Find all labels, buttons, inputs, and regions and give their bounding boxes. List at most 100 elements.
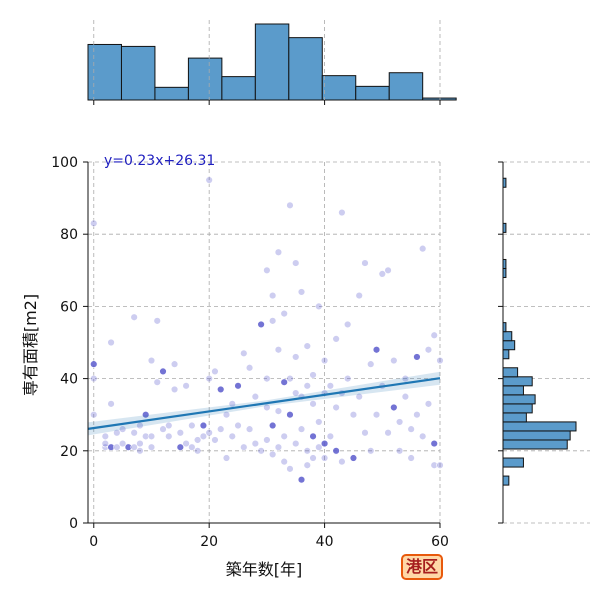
data-point: [165, 432, 173, 441]
data-point: [124, 443, 133, 451]
data-point: [297, 425, 306, 433]
data-point: [332, 403, 340, 412]
data-point: [286, 374, 294, 383]
data-point: [292, 353, 300, 361]
data-point: [384, 429, 392, 437]
x-tick-label: 40: [316, 534, 334, 550]
data-point: [390, 356, 398, 365]
data-point: [430, 461, 438, 469]
y-axis-label: 専有面積[m2]: [21, 294, 40, 396]
data-point: [361, 429, 369, 437]
data-point: [199, 421, 208, 430]
data-point: [90, 374, 98, 383]
data-point: [188, 421, 196, 430]
data-point: [407, 454, 415, 462]
data-point: [118, 439, 127, 448]
y-tick-label: 100: [51, 155, 78, 171]
data-point: [280, 432, 288, 441]
y-hist-bar: [502, 439, 568, 450]
data-point: [280, 457, 288, 466]
data-point: [217, 385, 225, 394]
data-point: [257, 320, 265, 329]
data-point: [107, 443, 115, 451]
data-point: [418, 244, 427, 253]
x-hist-bar: [120, 45, 156, 101]
x-axis-label: 築年数[年]: [226, 560, 303, 579]
data-point: [222, 411, 231, 419]
data-point: [378, 270, 386, 278]
data-point: [205, 176, 213, 184]
data-point: [107, 400, 115, 408]
data-point: [136, 439, 144, 448]
data-point: [211, 367, 219, 376]
x-hist-bar: [154, 86, 189, 101]
data-point: [182, 382, 190, 390]
data-point: [332, 335, 340, 343]
data-point: [240, 443, 248, 451]
data-point: [90, 360, 98, 368]
x-hist-bar: [388, 72, 424, 101]
data-point: [142, 432, 150, 441]
data-point: [292, 439, 300, 448]
y-hist-bar: [502, 349, 510, 360]
data-point: [424, 400, 433, 408]
data-point: [176, 429, 185, 437]
data-point: [101, 439, 110, 448]
data-point: [274, 248, 283, 256]
data-point: [338, 208, 346, 217]
data-point: [118, 425, 127, 433]
area-badge: 港区: [401, 554, 443, 580]
data-point: [234, 421, 242, 430]
data-point: [430, 331, 438, 339]
data-point: [170, 385, 179, 394]
data-point: [384, 266, 392, 274]
data-point: [372, 411, 381, 419]
data-point: [303, 342, 311, 350]
grid: [88, 161, 441, 524]
data-point: [274, 443, 283, 451]
data-point: [315, 418, 323, 426]
data-point: [395, 418, 404, 426]
data-point: [268, 421, 277, 430]
data-point: [205, 374, 213, 383]
data-point: [320, 439, 329, 448]
data-point: [292, 259, 300, 267]
data-point: [193, 447, 202, 455]
data-point: [263, 374, 271, 383]
y-hist-bar: [502, 331, 513, 342]
data-point: [193, 436, 202, 444]
data-point: [251, 439, 260, 448]
data-point: [372, 346, 381, 354]
data-point: [147, 356, 156, 365]
data-point: [274, 407, 283, 415]
data-point: [332, 447, 340, 455]
y-tick-label: 0: [69, 516, 78, 532]
regression-equation: y=0.23x+26.31: [104, 153, 215, 169]
data-point: [326, 382, 335, 390]
y-hist-bar: [502, 394, 536, 405]
data-point: [245, 364, 254, 372]
data-point: [436, 356, 444, 365]
data-point: [390, 403, 398, 412]
data-point: [401, 374, 410, 383]
data-point: [407, 425, 415, 433]
data-point: [159, 425, 167, 433]
data-point: [297, 475, 306, 484]
data-point: [130, 443, 138, 451]
data-point: [355, 392, 363, 401]
y-hist-bar: [502, 367, 519, 378]
data-point: [113, 429, 121, 437]
data-point: [153, 317, 161, 325]
y-hist-bar: [502, 421, 577, 432]
y-hist-bar: [502, 376, 533, 387]
data-point: [240, 349, 248, 358]
x-hist-bar: [187, 57, 223, 101]
data-point: [274, 346, 283, 354]
y-tick-label: 80: [60, 227, 78, 243]
data-point: [222, 454, 231, 462]
data-point: [234, 382, 242, 390]
data-point: [268, 291, 277, 300]
data-point: [268, 450, 277, 459]
data-point: [251, 392, 260, 401]
data-point: [286, 411, 294, 419]
